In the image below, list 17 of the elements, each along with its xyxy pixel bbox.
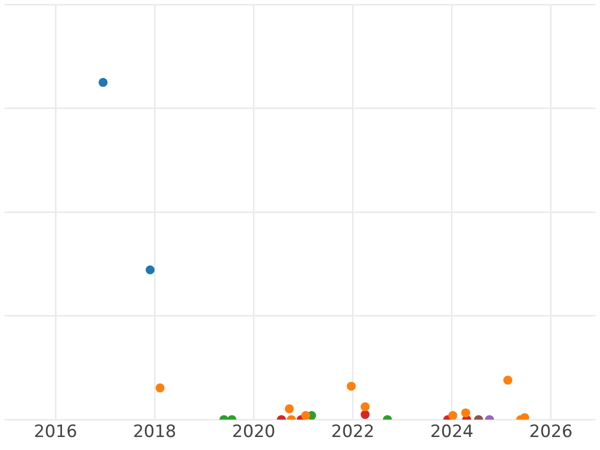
x-tick-label: 2026 [529, 422, 573, 442]
point [448, 411, 458, 420]
x-tick-label: 2018 [132, 422, 176, 442]
x-tick-label: 2022 [331, 422, 374, 442]
point [156, 383, 165, 392]
x-tick-label: 2020 [232, 422, 276, 442]
point [461, 408, 470, 418]
point [346, 382, 356, 391]
x-tick-label: 2024 [430, 422, 474, 442]
point [360, 402, 370, 412]
point [146, 265, 155, 274]
point [503, 376, 512, 385]
x-tick-label: 2016 [34, 422, 78, 442]
point [360, 410, 370, 420]
point [284, 404, 294, 414]
point [301, 411, 310, 420]
point [98, 78, 108, 87]
